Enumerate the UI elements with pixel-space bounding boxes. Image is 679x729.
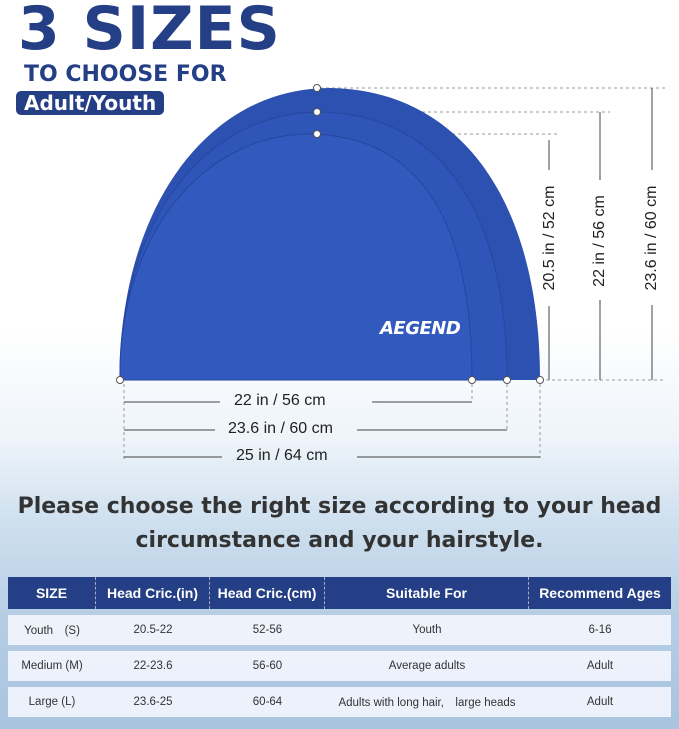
subheadline: TO CHOOSE FOR — [24, 62, 227, 87]
cell: 60-64 — [210, 687, 325, 717]
width-medium: 23.6 in / 60 cm — [228, 420, 333, 437]
headline: 3 SIZES — [18, 0, 281, 64]
cell: 52-56 — [210, 615, 325, 645]
width-small: 22 in / 56 cm — [234, 392, 326, 409]
cap-small — [119, 133, 473, 381]
cell: 6-16 — [529, 615, 671, 645]
cell: Medium (M) — [8, 651, 96, 681]
cell: 56-60 — [210, 651, 325, 681]
cell: Youth (S) — [8, 615, 96, 645]
table-row: Large (L) 23.6-25 60-64 Adults with long ha… — [8, 687, 671, 717]
cell: Average adults — [325, 651, 529, 681]
audience-badge: Adult/Youth — [16, 91, 165, 115]
cell: 22-23.6 — [96, 651, 210, 681]
cell: Youth — [325, 615, 529, 645]
height-large: 23.6 in / 60 cm — [643, 185, 660, 291]
col-ages: Recommend Ages — [529, 577, 671, 609]
width-large: 25 in / 64 cm — [236, 447, 328, 464]
cell: Large (L) — [8, 687, 96, 717]
height-medium: 22 in / 56 cm — [591, 195, 608, 287]
cell: Adults with long hair, large heads — [325, 687, 529, 717]
advice-line-2: circumstance and your hairstyle. — [135, 528, 544, 553]
col-head-cm: Head Cric.(cm) — [210, 577, 325, 609]
table-header-row: SIZE Head Cric.(in) Head Cric.(cm) Suita… — [8, 577, 671, 609]
col-head-in: Head Cric.(in) — [96, 577, 210, 609]
table-row: Medium (M) 22-23.6 56-60 Average adults Adul… — [8, 651, 671, 681]
col-suitable: Suitable For — [325, 577, 529, 609]
col-size: SIZE — [8, 577, 96, 609]
cell: Adult — [529, 687, 671, 717]
swim-caps-illustration — [116, 84, 665, 460]
size-table: SIZE Head Cric.(in) Head Cric.(cm) Suita… — [8, 571, 671, 723]
cell: 23.6-25 — [96, 687, 210, 717]
height-small: 20.5 in / 52 cm — [541, 185, 558, 291]
advice-line-1: Please choose the right size according t… — [17, 494, 662, 519]
advice-text: Please choose the right size according t… — [0, 490, 679, 558]
cell: 20.5-22 — [96, 615, 210, 645]
cell: Adult — [529, 651, 671, 681]
table-row: Youth (S) 20.5-22 52-56 Youth 6-16 — [8, 615, 671, 645]
brand-logo: AEGEND — [380, 318, 461, 339]
